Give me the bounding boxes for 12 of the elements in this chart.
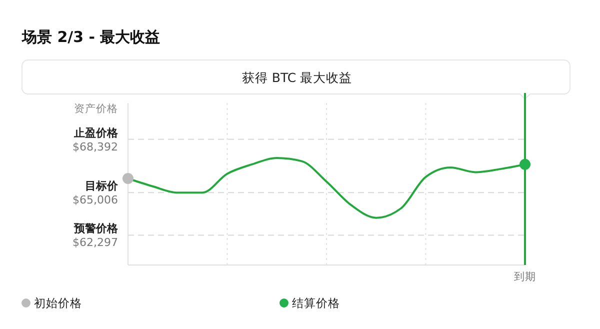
y-tick-label: $68,392 xyxy=(72,140,118,154)
legend-label: 初始价格 xyxy=(34,296,82,310)
ref-line-label: 预警价格 xyxy=(73,222,119,236)
y-axis-title: 资产价格 xyxy=(74,102,118,115)
y-tick-label: $65,006 xyxy=(72,194,118,207)
legend-label: 结算价格 xyxy=(292,296,340,310)
y-tick-label: $62,297 xyxy=(72,236,118,250)
chart-title: 场景 2/3 - 最大收益 xyxy=(21,28,160,46)
chart-subtitle: 获得 BTC 最大收益 xyxy=(242,70,352,85)
x-tick-label: 到期 xyxy=(514,271,536,283)
ref-line-label: 止盈价格 xyxy=(73,126,119,140)
ref-line-label: 目标价 xyxy=(85,180,119,193)
